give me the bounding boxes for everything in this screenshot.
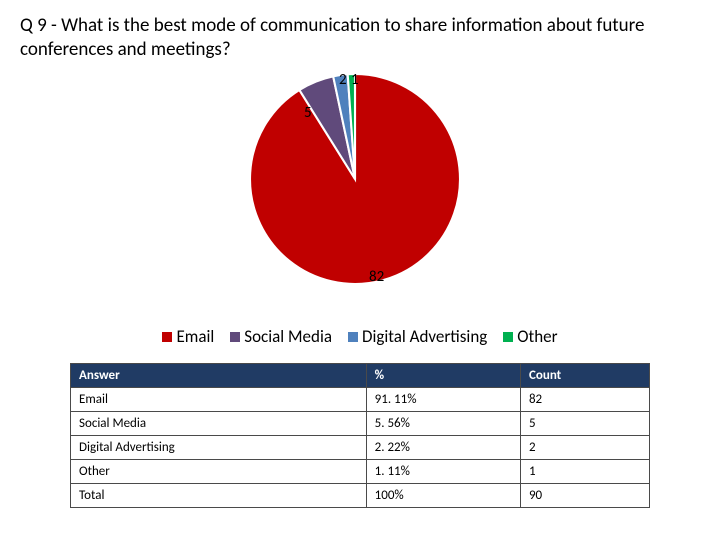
table-row: Other1. 11%1	[71, 459, 650, 483]
legend-label-2: Digital Advertising	[362, 326, 487, 347]
legend-item-0: Email	[162, 326, 214, 347]
legend-label-3: Other	[517, 326, 557, 347]
legend-swatch-0	[162, 332, 172, 342]
table-header-2: Count	[520, 363, 649, 387]
table-cell-3-1: 1. 11%	[366, 459, 520, 483]
table-cell-4-2: 90	[520, 483, 649, 507]
legend-swatch-1	[230, 332, 240, 342]
legend-item-3: Other	[503, 326, 557, 347]
pie-data-label-1: 5	[304, 104, 312, 122]
pie-data-label-0: 82	[369, 268, 384, 286]
pie-data-label-2: 2	[339, 71, 347, 89]
table-cell-0-0: Email	[71, 387, 367, 411]
pie-chart	[250, 74, 460, 284]
legend: Email Social Media Digital Advertising Othe…	[20, 326, 700, 347]
pie-data-label-3: 1	[351, 71, 359, 89]
table-cell-4-0: Total	[71, 483, 367, 507]
legend-swatch-2	[348, 332, 358, 342]
legend-item-1: Social Media	[230, 326, 332, 347]
table-header-1: %	[366, 363, 520, 387]
table-row: Email91. 11%82	[71, 387, 650, 411]
chart-title: Q 9 - What is the best mode of communica…	[20, 14, 660, 62]
legend-item-2: Digital Advertising	[348, 326, 487, 347]
table-row: Social Media5. 56%5	[71, 411, 650, 435]
legend-label-0: Email	[176, 326, 214, 347]
table-cell-2-1: 2. 22%	[366, 435, 520, 459]
pie-svg	[250, 74, 460, 284]
table-cell-0-2: 82	[520, 387, 649, 411]
table-cell-4-1: 100%	[366, 483, 520, 507]
table-cell-1-0: Social Media	[71, 411, 367, 435]
table-cell-0-1: 91. 11%	[366, 387, 520, 411]
table-row: Digital Advertising2. 22%2	[71, 435, 650, 459]
table-cell-1-2: 5	[520, 411, 649, 435]
chart-area: 82 5 21	[20, 68, 700, 318]
table-cell-3-0: Other	[71, 459, 367, 483]
table-cell-1-1: 5. 56%	[366, 411, 520, 435]
legend-swatch-3	[503, 332, 513, 342]
data-table: Answer%CountEmail91. 11%82Social Media5.…	[70, 363, 650, 508]
table-header-0: Answer	[71, 363, 367, 387]
table-cell-2-0: Digital Advertising	[71, 435, 367, 459]
table-cell-2-2: 2	[520, 435, 649, 459]
table-cell-3-2: 1	[520, 459, 649, 483]
table-row: Total100%90	[71, 483, 650, 507]
legend-label-1: Social Media	[244, 326, 332, 347]
